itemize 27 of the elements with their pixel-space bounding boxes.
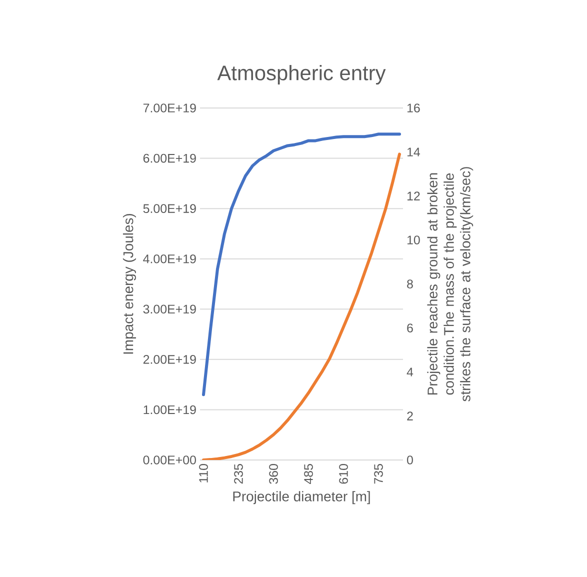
y2-tick-label: 16 xyxy=(407,104,420,112)
y2-tick-label: 14 xyxy=(407,148,420,156)
x-tick-label: 485 xyxy=(304,464,313,484)
y-axis-title: Impact energy (Joules) xyxy=(122,214,136,354)
y-tick-label: 0.00E+00 xyxy=(143,456,196,464)
y2-tick-label: 10 xyxy=(407,236,420,244)
y-tick-label: 5.00E+19 xyxy=(143,204,196,213)
y-tick-label: 4.00E+19 xyxy=(143,254,196,264)
x-tick-label: 110 xyxy=(199,464,208,482)
y-tick-label: 2.00E+19 xyxy=(143,355,196,364)
y-tick-label: 3.00E+19 xyxy=(143,304,196,314)
y-tick-label: 6.00E+19 xyxy=(143,154,196,163)
y2-tick-label: 4 xyxy=(406,368,414,376)
chart-title: Atmospheric entry xyxy=(217,65,386,85)
y2-axis-title: Projectile reaches ground at broken condition.The mass of the projectile strikes the surface at velocity(km/sec) xyxy=(427,167,474,402)
x-tick-label: 360 xyxy=(269,464,278,484)
y2-tick-label: 0 xyxy=(407,456,413,464)
x-tick-label: 735 xyxy=(374,464,383,484)
x-tick-label: 235 xyxy=(234,464,243,484)
x-tick-label: 610 xyxy=(339,464,348,484)
y2-tick-label: 12 xyxy=(407,192,420,200)
y2-tick-label: 8 xyxy=(407,280,413,288)
y-tick-label: 1.00E+19 xyxy=(144,405,196,414)
x-axis-title: Projectile diameter [m] xyxy=(233,491,370,504)
y2-tick-label: 2 xyxy=(407,412,413,420)
y2-tick-label: 6 xyxy=(407,324,413,332)
y-tick-label: 7.00E+19 xyxy=(143,104,196,112)
